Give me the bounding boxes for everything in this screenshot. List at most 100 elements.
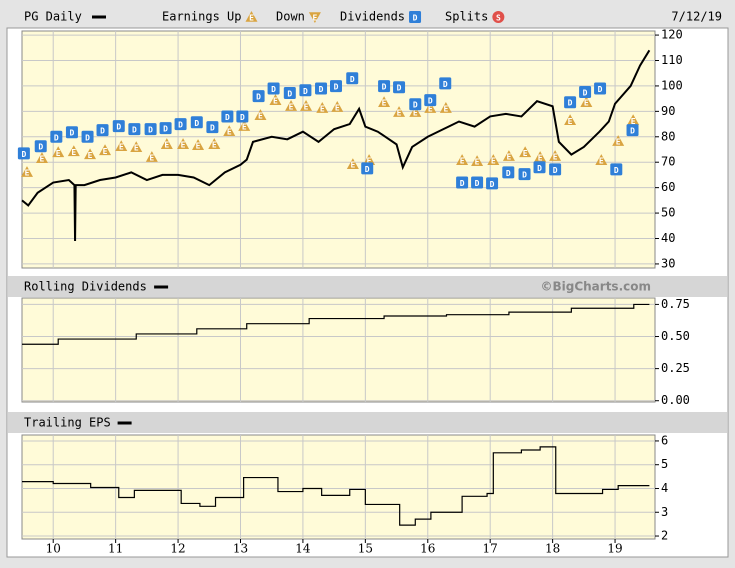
marker-symbol: D bbox=[194, 119, 199, 128]
marker-shape bbox=[223, 125, 236, 136]
marker: E bbox=[424, 102, 437, 114]
marker: D bbox=[206, 121, 219, 134]
marker: D bbox=[626, 124, 639, 137]
marker-shape bbox=[610, 163, 623, 176]
marker-shape bbox=[192, 139, 205, 150]
marker-symbol: E bbox=[428, 105, 433, 114]
y-tick-label: 2 bbox=[661, 529, 668, 543]
marker-shape bbox=[393, 106, 406, 117]
marker-symbol: E bbox=[227, 128, 232, 137]
marker: E bbox=[580, 96, 593, 108]
marker-shape bbox=[20, 166, 33, 177]
marker-shape bbox=[612, 135, 625, 146]
marker-shape bbox=[316, 102, 329, 113]
marker-symbol: E bbox=[320, 105, 325, 114]
marker-shape bbox=[424, 102, 437, 113]
marker: E bbox=[208, 138, 221, 150]
marker-shape bbox=[486, 177, 499, 190]
marker-symbol: E bbox=[40, 155, 45, 164]
marker-symbol: D bbox=[413, 101, 418, 110]
marker-symbol: E bbox=[304, 103, 309, 112]
x-tick-label: 10 bbox=[46, 542, 61, 556]
plot-area bbox=[21, 30, 656, 269]
marker-symbol: D bbox=[443, 80, 448, 89]
marker-shape bbox=[627, 114, 640, 126]
marker-shape bbox=[439, 77, 452, 90]
step-line bbox=[22, 303, 650, 345]
marker-shape bbox=[65, 126, 78, 139]
marker-shape bbox=[67, 145, 80, 157]
marker-shape bbox=[594, 82, 607, 95]
marker-shape bbox=[252, 90, 265, 103]
marker-symbol: D bbox=[225, 113, 230, 122]
marker-shape bbox=[518, 168, 531, 181]
marker-symbol: E bbox=[134, 144, 139, 153]
x-tick-label: 18 bbox=[545, 542, 560, 556]
marker: D bbox=[159, 122, 172, 135]
marker-shape bbox=[160, 138, 173, 149]
marker-symbol: E bbox=[88, 151, 93, 160]
y-tick-label: 5 bbox=[661, 457, 668, 471]
marker: E bbox=[52, 146, 65, 158]
marker: E bbox=[300, 100, 313, 112]
marker-symbol: E bbox=[507, 153, 512, 162]
marker: D bbox=[236, 110, 249, 123]
marker-shape bbox=[330, 80, 343, 93]
marker: E bbox=[99, 144, 112, 156]
marker-symbol: D bbox=[100, 127, 105, 136]
marker: E bbox=[130, 141, 143, 153]
marker-shape bbox=[409, 98, 422, 111]
marker-symbol: E bbox=[599, 157, 604, 166]
marker-symbol: D bbox=[287, 90, 292, 99]
y-tick-label: 70 bbox=[661, 155, 675, 169]
marker: E bbox=[502, 150, 515, 162]
marker: E bbox=[612, 135, 625, 147]
marker-shape bbox=[595, 154, 608, 165]
marker: D bbox=[128, 123, 141, 136]
marker-shape bbox=[580, 96, 593, 108]
marker-shape bbox=[221, 110, 234, 123]
y-tick-label: 40 bbox=[661, 231, 675, 245]
marker-symbol: D bbox=[303, 87, 308, 96]
marker-symbol: D bbox=[382, 83, 387, 92]
marker-shape bbox=[52, 146, 65, 158]
marker: E bbox=[223, 125, 236, 137]
marker-shape bbox=[128, 123, 141, 136]
marker: D bbox=[144, 123, 157, 136]
marker-shape bbox=[115, 140, 128, 151]
marker: D bbox=[50, 130, 63, 143]
marker-symbol: E bbox=[242, 123, 247, 132]
marker-shape bbox=[112, 120, 125, 133]
y-tick-label: 0.25 bbox=[661, 361, 690, 375]
marker-symbol: D bbox=[397, 84, 402, 93]
marker-shape bbox=[549, 163, 562, 176]
marker-symbol: D bbox=[537, 164, 542, 173]
marker-symbol: E bbox=[568, 117, 573, 126]
marker-symbol: E bbox=[491, 157, 496, 166]
marker-shape bbox=[487, 154, 500, 165]
marker-symbol: E bbox=[164, 141, 169, 150]
marker: E bbox=[115, 140, 128, 152]
marker-symbol: D bbox=[506, 169, 511, 178]
marker: D bbox=[361, 162, 374, 175]
marker-symbol: E bbox=[312, 14, 317, 23]
marker-shape bbox=[346, 72, 359, 85]
marker-symbol: E bbox=[553, 153, 558, 162]
x-tick-label: 19 bbox=[607, 542, 622, 556]
marker-shape bbox=[456, 176, 469, 189]
marker: D bbox=[564, 96, 577, 109]
marker-symbol: D bbox=[116, 123, 121, 132]
marker-shape bbox=[533, 161, 546, 174]
marker-shape bbox=[331, 101, 344, 112]
marker-symbol: D bbox=[553, 166, 558, 175]
marker-symbol: E bbox=[71, 148, 76, 157]
marker: E bbox=[439, 102, 452, 114]
legend-label: Earnings Up bbox=[162, 10, 241, 24]
y-tick-label: 0.00 bbox=[661, 393, 690, 407]
marker: E bbox=[160, 138, 173, 150]
plot-area bbox=[21, 434, 656, 540]
marker: E bbox=[20, 166, 33, 178]
marker: D bbox=[81, 130, 94, 143]
marker: D bbox=[533, 161, 546, 174]
marker: E bbox=[471, 155, 484, 167]
